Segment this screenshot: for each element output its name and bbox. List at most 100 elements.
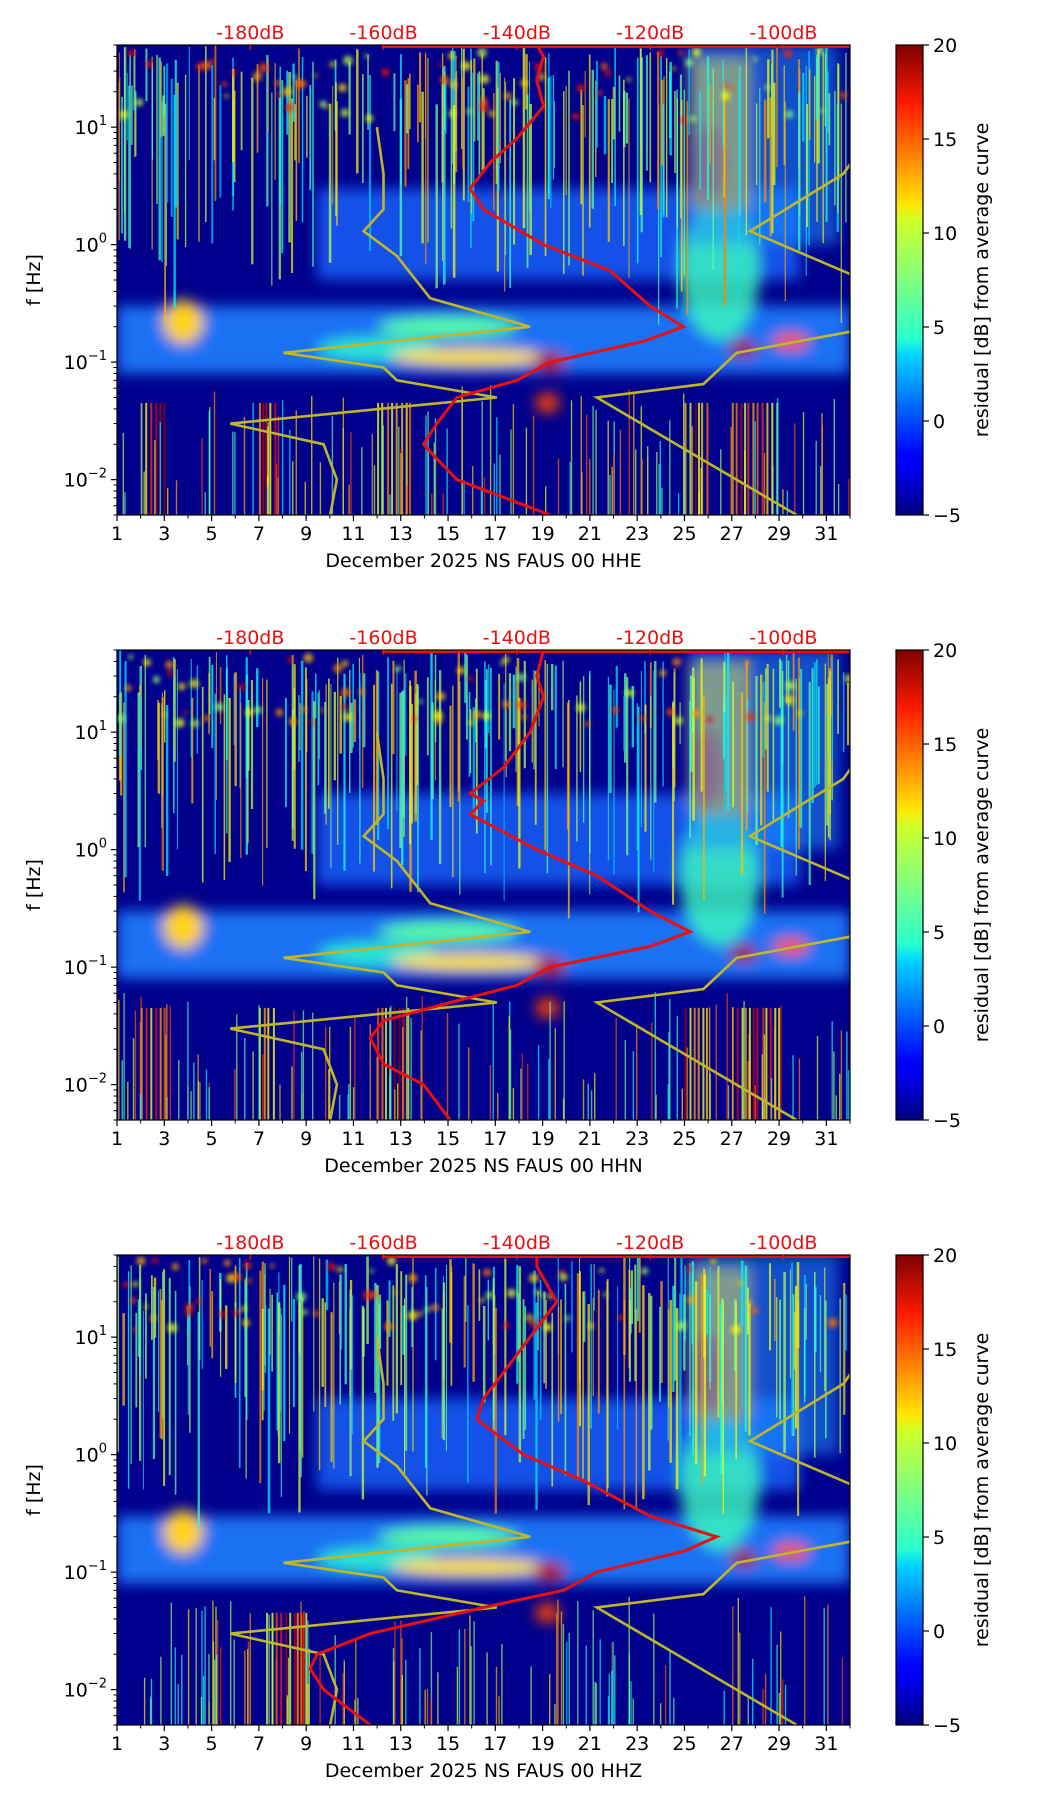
streak [595, 60, 599, 148]
streak [135, 1312, 138, 1408]
streak [531, 679, 533, 763]
speckle [370, 1291, 378, 1299]
streak-bottom [681, 1088, 683, 1120]
streak [416, 684, 419, 786]
colorbar-tick-label: 10 [933, 1433, 957, 1455]
streak-low [263, 1007, 266, 1120]
speckle [500, 661, 505, 666]
streak [457, 651, 460, 802]
streak [120, 692, 123, 796]
speckle [576, 84, 585, 92]
speckle [640, 1267, 649, 1275]
streak [795, 678, 797, 876]
streak [518, 697, 521, 869]
streak [434, 1268, 437, 1361]
x-tick-label: 27 [720, 1128, 744, 1150]
speckle [638, 714, 646, 723]
streak-bottom [354, 1017, 356, 1120]
streak [635, 1308, 638, 1510]
streak [291, 1257, 293, 1322]
streak [565, 86, 567, 195]
speckle [731, 86, 736, 91]
streak [164, 103, 167, 323]
streak-low [265, 402, 268, 515]
speckle [765, 84, 771, 90]
streak [247, 699, 250, 771]
streak [470, 59, 472, 214]
streak-bottom [303, 1610, 305, 1725]
streak [800, 669, 803, 828]
streak [163, 65, 166, 116]
y-tick-label: 101 [75, 719, 107, 744]
streak-bottom [698, 492, 700, 515]
streak-bottom [562, 1624, 565, 1725]
streak [763, 99, 767, 203]
speckle [773, 715, 784, 726]
speckle [254, 705, 263, 715]
streak [803, 1308, 806, 1403]
streak-bottom [382, 425, 384, 515]
streak [276, 1292, 279, 1430]
streak [262, 678, 264, 886]
streak [318, 1258, 321, 1471]
streak [739, 65, 741, 216]
streak [473, 58, 476, 142]
speckle [124, 684, 132, 692]
streak [623, 1300, 626, 1510]
streak [351, 1295, 354, 1435]
streak [472, 72, 475, 222]
streak [772, 668, 775, 822]
streak-bottom [291, 1066, 293, 1120]
streak-bottom [311, 396, 313, 515]
streak-bottom [641, 459, 643, 515]
average-curve [308, 1255, 721, 1725]
streak-bottom [472, 466, 474, 515]
streak [283, 1284, 286, 1442]
speckle [520, 79, 529, 87]
streak [504, 77, 506, 292]
streak-bottom [287, 1657, 290, 1725]
speckle [448, 52, 455, 59]
streak-bottom [212, 1600, 214, 1725]
y-tick-label: 100 [75, 232, 107, 257]
streak [160, 61, 163, 137]
x-tick-label: 11 [341, 523, 365, 545]
speckle [252, 72, 262, 82]
noise-model-curve-right [592, 1372, 850, 1725]
speckle [381, 68, 390, 77]
streak [780, 660, 783, 847]
streak [490, 667, 492, 866]
db-scale-label: -160dB [349, 627, 417, 649]
streak [783, 1272, 786, 1453]
db-scale-label: -120dB [616, 627, 684, 649]
streak [163, 1269, 166, 1486]
streak-bottom [562, 1098, 565, 1120]
speckle [471, 709, 481, 719]
streak [299, 703, 301, 751]
speckle [731, 1325, 741, 1335]
streak [188, 47, 190, 161]
streak-low [766, 402, 769, 515]
streak-bottom [463, 480, 465, 515]
streak [672, 703, 675, 905]
speckle [201, 1257, 208, 1264]
speckle [210, 58, 216, 64]
streak [626, 677, 629, 856]
streak [196, 665, 199, 754]
speckle [678, 50, 684, 56]
streak [470, 709, 472, 774]
streak [145, 48, 148, 102]
streak-bottom [421, 996, 423, 1120]
y-tick-label: 10−2 [64, 1072, 107, 1097]
streak [683, 1294, 686, 1371]
streak-bottom [424, 1689, 426, 1725]
db-scale-label: -160dB [349, 22, 417, 44]
speckle [241, 1318, 251, 1328]
streak [313, 1256, 315, 1412]
streak-bottom [277, 415, 280, 515]
y-axis-label: f [Hz] [23, 254, 45, 306]
streak-bottom [329, 1026, 331, 1120]
speckle [657, 49, 664, 57]
speckle [313, 1310, 320, 1317]
streak-bottom [468, 1047, 470, 1120]
